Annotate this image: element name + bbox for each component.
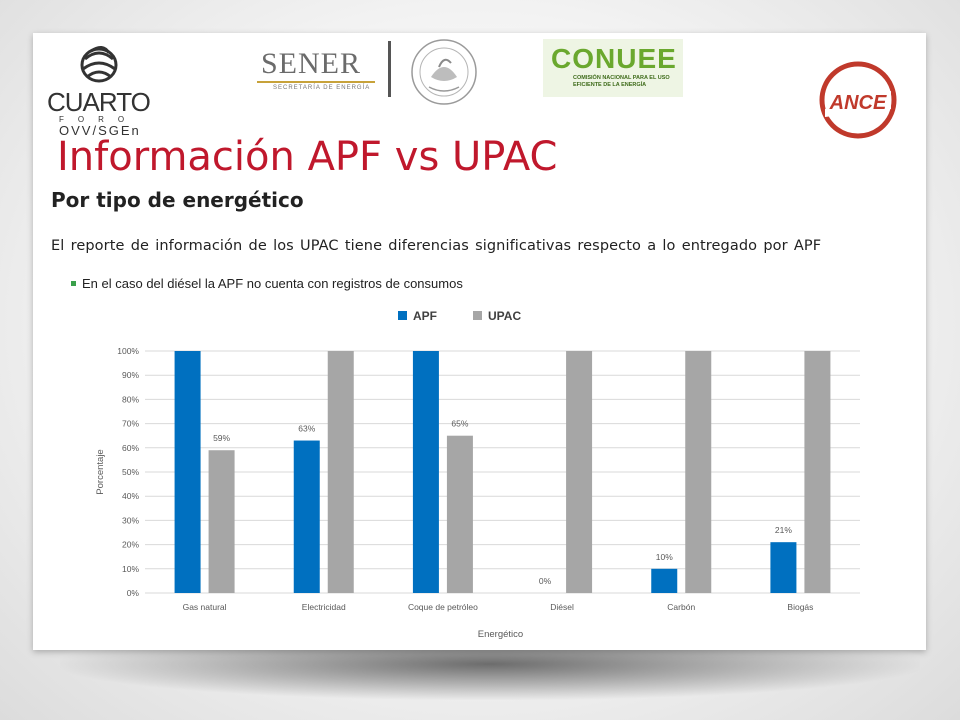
- bar-upac: [208, 450, 235, 593]
- ance-logo: ANCE: [819, 61, 897, 139]
- conuee-logo-word: CONUEE: [551, 43, 677, 74]
- bar-upac: [804, 351, 831, 593]
- data-label: 10%: [656, 552, 673, 562]
- page-subtitle: Por tipo de energético: [51, 188, 304, 212]
- x-axis-title: Energético: [478, 629, 523, 640]
- bar-upac: [446, 435, 473, 593]
- slide-shadow: [60, 640, 920, 700]
- bullet-item: En el caso del diésel la APF no cuenta c…: [71, 276, 463, 291]
- bar-apf: [174, 351, 201, 593]
- bar-upac: [566, 351, 593, 593]
- x-tick-label: Diésel: [550, 602, 574, 612]
- body-text: El reporte de información de los UPAC ti…: [51, 238, 822, 254]
- x-tick-label: Biogás: [787, 602, 813, 612]
- y-tick-label: 30%: [122, 515, 139, 525]
- y-tick-label: 40%: [122, 491, 139, 501]
- y-tick-label: 60%: [122, 443, 139, 453]
- bar-apf: [293, 440, 320, 593]
- y-tick-label: 10%: [122, 564, 139, 574]
- data-label: 59%: [213, 433, 230, 443]
- sener-logo-word: SENER: [261, 47, 362, 80]
- data-label: 63%: [298, 424, 315, 434]
- page-title: Información APF vs UPAC: [57, 134, 558, 180]
- y-tick-label: 90%: [122, 370, 139, 380]
- data-label: 65%: [451, 419, 468, 429]
- x-tick-label: Carbón: [667, 602, 695, 612]
- sener-logo: SENER SECRETARÍA DE ENERGÍA: [255, 45, 375, 101]
- ance-logo-word: ANCE: [829, 92, 887, 114]
- legend-swatch-apf: [398, 311, 407, 320]
- bar-chart: 0% 10% 20% 30% 40% 50% 60% 70% 80% 90% 100% 59% Gas …: [95, 309, 860, 640]
- bar-apf: [770, 542, 797, 593]
- data-label: 0%: [539, 576, 552, 586]
- y-tick-label: 0%: [127, 588, 140, 598]
- cuarto-logo-word: CUARTO: [47, 87, 151, 117]
- y-tick-label: 20%: [122, 540, 139, 550]
- cuarto-foro-logo: CUARTO FORO OVV/SGEn: [45, 37, 151, 138]
- data-label: 21%: [775, 525, 792, 535]
- conuee-logo: CONUEE COMISIÓN NACIONAL PARA EL USO EFI…: [543, 39, 683, 97]
- legend-label-upac: UPAC: [488, 309, 521, 323]
- mexico-seal-icon: [411, 39, 477, 105]
- logo-divider: [388, 41, 391, 97]
- legend-label-apf: APF: [413, 309, 437, 323]
- y-tick-label: 50%: [122, 467, 139, 477]
- x-tick-label: Coque de petróleo: [408, 602, 478, 612]
- bar-apf: [651, 568, 678, 593]
- bullet-marker: [71, 281, 76, 287]
- conuee-logo-sub: COMISIÓN NACIONAL PARA EL USO EFICIENTE …: [573, 75, 670, 88]
- sener-logo-sub: SECRETARÍA DE ENERGÍA: [273, 85, 371, 91]
- x-tick-label: Gas natural: [183, 602, 227, 612]
- bar-upac: [685, 351, 712, 593]
- x-tick-label: Electricidad: [302, 602, 346, 612]
- bar-upac: [327, 351, 354, 593]
- y-axis-title: Porcentaje: [95, 449, 106, 494]
- y-tick-label: 70%: [122, 419, 139, 429]
- y-tick-label: 80%: [122, 394, 139, 404]
- legend-swatch-upac: [473, 311, 482, 320]
- cuarto-logo-sub: OVV/SGEn: [59, 123, 141, 138]
- bullet-text: En el caso del diésel la APF no cuenta c…: [82, 276, 463, 291]
- sener-logo-bar: [257, 81, 375, 83]
- y-tick-label: 100%: [117, 346, 139, 356]
- cuarto-logo-foro: FORO: [59, 115, 139, 124]
- slide: CUARTO FORO OVV/SGEn SENER SECRETARÍA DE…: [33, 33, 926, 650]
- bar-apf: [412, 351, 439, 593]
- globe-icon: [80, 46, 118, 83]
